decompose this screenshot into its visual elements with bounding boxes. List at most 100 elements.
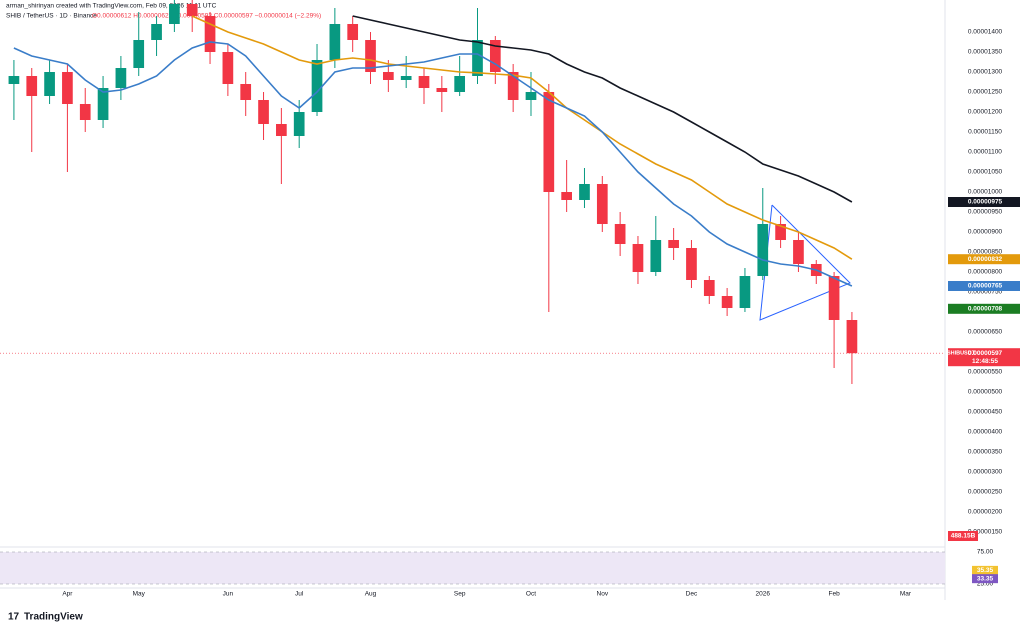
candle-body [151,24,162,40]
y-tick-label: 0.00000850 [968,249,1003,256]
candle-body [79,104,91,120]
candle-body [382,72,394,80]
x-tick-label: Nov [597,591,609,598]
ma-line [191,15,853,260]
candle-body [311,60,323,112]
x-tick-label: Dec [686,591,698,598]
x-tick-label: Sep [454,591,466,598]
candle-body [489,40,501,72]
y-tick-label: 0.00000150 [968,529,1003,536]
candle-body [133,40,145,68]
rsi-tick-label: 75.00 [977,549,994,556]
candle-body [418,76,430,88]
candle-body [703,280,715,296]
y-tick-label: 0.00001000 [968,189,1003,196]
x-tick-label: 2026 [756,591,771,598]
candle-body [596,184,608,224]
y-tick-label: 0.00000900 [968,229,1003,236]
rsi-tick-label: 25.00 [977,581,994,588]
candle-body [186,4,198,16]
candle-body [400,76,412,80]
x-tick-label: May [133,591,146,598]
candle-body [62,72,73,104]
volume-label: 488.15B [951,533,976,540]
y-tick-label: 0.00000400 [968,429,1003,436]
rsi-tag-label: 35.35 [977,567,994,574]
y-tick-label: 0.00001400 [968,29,1003,36]
candle-body [258,100,269,124]
price-tag [948,303,1020,314]
volume-tag [948,531,978,541]
y-tick-label: 0.00000800 [968,269,1003,276]
y-tick-label: 0.00001300 [968,69,1003,76]
logo-text: TradingView [24,612,83,623]
candle-body [169,4,180,24]
candle-body [543,92,555,192]
candle-body [775,224,786,240]
ma-line [13,41,853,287]
rsi-band [0,552,945,584]
y-tick-label: 0.00000550 [968,369,1003,376]
price-tag-label: 0.00000975 [968,199,1003,206]
candle-body [347,24,359,40]
y-tick-label: 0.00000650 [968,329,1003,336]
candle-body [293,112,305,136]
price-tag-label: 0.00000708 [968,306,1003,313]
candle-body [686,248,697,280]
y-tick-label: 0.00001350 [968,49,1003,56]
x-tick-label: Feb [828,591,840,598]
symbol: SHIB / TetherUS · 1D · Binance [6,13,97,20]
logo: 17 TradingView [8,612,83,623]
logo-mark: 17 [8,612,20,623]
candle-body [793,240,804,264]
candle-body [44,72,55,96]
rsi-tag-label: 33.35 [977,575,994,582]
y-tick-label: 0.00001100 [968,149,1002,156]
candle-body [579,184,590,200]
price-tag [948,254,1020,265]
candle-body [8,76,20,84]
last-price-label: 0.00000597 [968,350,1003,357]
x-tick-label: Mar [900,591,912,598]
y-tick-label: 0.00000200 [968,509,1003,516]
x-tick-label: Apr [62,591,73,598]
rsi-tag [972,565,998,575]
candle-body [739,276,751,308]
rsi-tag [972,574,998,584]
y-tick-label: 0.00001250 [968,89,1003,96]
x-tick-label: Aug [365,591,377,598]
candle-body [454,76,466,92]
price-tag-label: 0.00000765 [968,283,1003,290]
ma-line [352,15,853,203]
candle-body [757,224,769,276]
candle-body [472,40,483,76]
countdown: 12:48:55 [972,358,998,365]
candle-body [276,124,287,136]
y-tick-label: 0.00000450 [968,409,1003,416]
price-tag [948,281,1020,291]
y-tick-label: 0.00000750 [968,289,1003,296]
y-tick-label: 0.00000500 [968,389,1003,396]
y-tick-label: 0.00000350 [968,449,1003,456]
candle-body [507,72,519,100]
y-tick-label: 0.00001150 [968,129,1002,136]
candle-body [26,76,38,96]
x-tick-label: Jun [223,591,234,598]
candle-body [240,84,252,100]
candle-body [436,88,448,92]
candle-body [561,192,572,200]
candle-body [365,40,376,72]
price-tag-label: 0.00000832 [968,256,1003,263]
candle-body [846,320,858,354]
last-price-tag [948,348,1020,367]
x-tick-label: Jul [295,591,304,598]
y-tick-label: 0.00001200 [968,109,1003,116]
y-tick-label: 0.00000950 [968,209,1003,216]
candle-body [115,68,127,88]
candle-body [97,88,109,120]
price-tag [948,197,1020,207]
y-tick-label: 0.00000250 [968,489,1003,496]
candle-body [329,24,341,60]
